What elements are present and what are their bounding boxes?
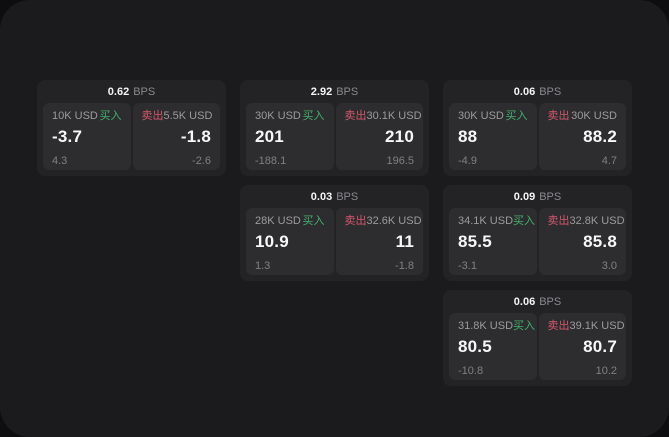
buy-delta: 4.3 — [52, 155, 68, 167]
buy-size: 10K USD — [52, 110, 98, 122]
buy-size: 28K USD — [255, 215, 301, 227]
bps-value: 0.03 — [310, 190, 333, 203]
quote-card-3: 0.03 BPS 28K USD 买入 10.9 1.3 卖出 32.6K US… — [240, 185, 429, 281]
sell-price: 88.2 — [583, 127, 617, 146]
bps-unit-label: BPS — [539, 85, 562, 98]
bps-unit-label: BPS — [133, 85, 156, 98]
bps-header: 0.09 BPS — [449, 185, 626, 208]
buy-panel[interactable]: 10K USD 买入 -3.7 4.3 — [43, 103, 131, 170]
buy-label: 买入 — [505, 110, 528, 122]
buy-size: 31.8K USD — [458, 320, 514, 332]
sell-price: 85.8 — [583, 232, 617, 251]
buy-size: 30K USD — [458, 110, 504, 122]
sell-panel[interactable]: 卖出 32.6K USD 11 -1.8 — [335, 208, 423, 275]
buy-label: 买入 — [513, 215, 536, 227]
buy-price: 80.5 — [458, 337, 492, 356]
buy-delta: -188.1 — [255, 155, 287, 167]
bps-value: 0.62 — [107, 85, 130, 98]
bps-header: 0.03 BPS — [246, 185, 423, 208]
sell-label: 卖出 — [547, 215, 570, 227]
buy-price: 201 — [255, 127, 284, 146]
bps-unit-label: BPS — [539, 190, 562, 203]
buy-panel[interactable]: 30K USD 买入 88 -4.9 — [449, 103, 537, 170]
quote-panels: 34.1K USD 买入 85.5 -3.1 卖出 32.8K USD 85.8… — [449, 208, 626, 275]
buy-label: 买入 — [99, 110, 122, 122]
sell-delta: -2.6 — [192, 155, 211, 167]
quote-card-2: 0.06 BPS 30K USD 买入 88 -4.9 卖出 30K USD — [443, 80, 632, 176]
buy-delta: -4.9 — [458, 155, 477, 167]
bps-header: 0.62 BPS — [43, 80, 220, 103]
sell-price: 210 — [385, 127, 414, 146]
sell-size: 30K USD — [571, 110, 617, 122]
sell-delta: 196.5 — [386, 155, 414, 167]
sell-price: 80.7 — [583, 337, 617, 356]
buy-size: 34.1K USD — [458, 215, 514, 227]
quote-panels: 30K USD 买入 88 -4.9 卖出 30K USD 88.2 4.7 — [449, 103, 626, 170]
sell-price: 11 — [395, 232, 414, 251]
buy-label: 买入 — [302, 215, 325, 227]
sell-size: 5.5K USD — [163, 110, 213, 122]
sell-delta: 4.7 — [601, 155, 617, 167]
buy-delta: 1.3 — [255, 260, 271, 272]
bps-value: 0.06 — [513, 85, 536, 98]
sell-label: 卖出 — [547, 320, 570, 332]
buy-panel[interactable]: 28K USD 买入 10.9 1.3 — [246, 208, 334, 275]
sell-price: -1.8 — [180, 127, 211, 146]
buy-price: 85.5 — [458, 232, 492, 251]
sell-panel[interactable]: 卖出 39.1K USD 80.7 10.2 — [538, 313, 626, 380]
sell-panel[interactable]: 卖出 30K USD 88.2 4.7 — [538, 103, 626, 170]
buy-price: 88 — [458, 127, 478, 146]
quote-panels: 31.8K USD 买入 80.5 -10.8 卖出 39.1K USD 80.… — [449, 313, 626, 380]
sell-label: 卖出 — [141, 110, 164, 122]
quote-card-4: 0.09 BPS 34.1K USD 买入 85.5 -3.1 卖出 32.8K… — [443, 185, 632, 281]
bps-unit-label: BPS — [336, 190, 359, 203]
quote-card-1: 2.92 BPS 30K USD 买入 201 -188.1 卖出 30.1K … — [240, 80, 429, 176]
sell-size: 39.1K USD — [569, 320, 625, 332]
buy-label: 买入 — [302, 110, 325, 122]
quote-panels: 28K USD 买入 10.9 1.3 卖出 32.6K USD 11 -1.8 — [246, 208, 423, 275]
buy-size: 30K USD — [255, 110, 301, 122]
quote-panels: 30K USD 买入 201 -188.1 卖出 30.1K USD 210 1… — [246, 103, 423, 170]
sell-delta: 3.0 — [601, 260, 617, 272]
bps-header: 0.06 BPS — [449, 80, 626, 103]
sell-label: 卖出 — [344, 215, 367, 227]
sell-panel[interactable]: 卖出 5.5K USD -1.8 -2.6 — [132, 103, 220, 170]
sell-panel[interactable]: 卖出 30.1K USD 210 196.5 — [335, 103, 423, 170]
bps-unit-label: BPS — [336, 85, 359, 98]
sell-panel[interactable]: 卖出 32.8K USD 85.8 3.0 — [538, 208, 626, 275]
buy-price: -3.7 — [52, 127, 83, 146]
quote-card-5: 0.06 BPS 31.8K USD 买入 80.5 -10.8 卖出 39.1… — [443, 290, 632, 386]
buy-delta: -3.1 — [458, 260, 477, 272]
sell-size: 32.8K USD — [569, 215, 625, 227]
sell-size: 30.1K USD — [366, 110, 422, 122]
bps-header: 2.92 BPS — [246, 80, 423, 103]
quote-card-0: 0.62 BPS 10K USD 买入 -3.7 4.3 卖出 5.5K USD — [37, 80, 226, 176]
bps-value: 2.92 — [310, 85, 333, 98]
sell-label: 卖出 — [547, 110, 570, 122]
buy-panel[interactable]: 34.1K USD 买入 85.5 -3.1 — [449, 208, 537, 275]
sell-delta: -1.8 — [395, 260, 414, 272]
bps-header: 0.06 BPS — [449, 290, 626, 313]
bps-value: 0.06 — [513, 295, 536, 308]
buy-panel[interactable]: 30K USD 买入 201 -188.1 — [246, 103, 334, 170]
sell-delta: 10.2 — [595, 365, 617, 377]
sell-size: 32.6K USD — [366, 215, 422, 227]
bps-unit-label: BPS — [539, 295, 562, 308]
sell-label: 卖出 — [344, 110, 367, 122]
buy-price: 10.9 — [255, 232, 289, 251]
bps-value: 0.09 — [513, 190, 536, 203]
quote-panels: 10K USD 买入 -3.7 4.3 卖出 5.5K USD -1.8 -2.… — [43, 103, 220, 170]
buy-panel[interactable]: 31.8K USD 买入 80.5 -10.8 — [449, 313, 537, 380]
buy-label: 买入 — [513, 320, 536, 332]
buy-delta: -10.8 — [458, 365, 484, 377]
